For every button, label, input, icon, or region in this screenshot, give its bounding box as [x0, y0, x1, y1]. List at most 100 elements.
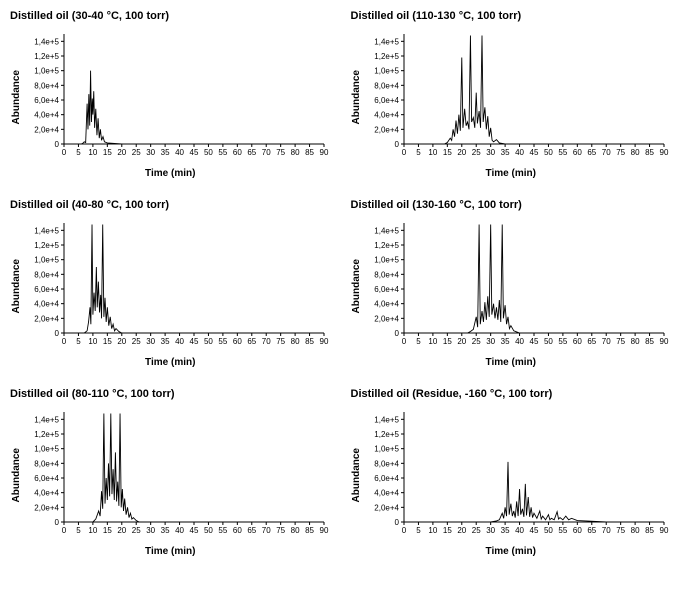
chart-row: Abundance0510152025303540455055606570758… — [351, 217, 670, 355]
svg-text:4,0e+4: 4,0e+4 — [34, 111, 59, 120]
svg-text:0: 0 — [395, 518, 400, 527]
svg-text:20: 20 — [117, 337, 126, 346]
svg-text:4,0e+4: 4,0e+4 — [34, 489, 59, 498]
svg-text:75: 75 — [276, 337, 285, 346]
svg-text:60: 60 — [233, 337, 242, 346]
svg-text:35: 35 — [160, 148, 169, 157]
svg-text:0: 0 — [402, 337, 407, 346]
svg-text:2,0e+4: 2,0e+4 — [34, 314, 59, 323]
chart-row: Abundance0510152025303540455055606570758… — [351, 406, 670, 544]
svg-text:20: 20 — [458, 526, 467, 535]
panel-title: Distilled oil (110-130 °C, 100 torr) — [351, 10, 672, 22]
svg-text:65: 65 — [247, 526, 256, 535]
panel-title: Distilled oil (130-160 °C, 100 torr) — [351, 199, 672, 211]
svg-text:90: 90 — [319, 526, 328, 535]
chromatogram-chart: 05101520253035404550556065707580859002,0… — [364, 217, 670, 355]
svg-text:5: 5 — [76, 148, 81, 157]
svg-text:45: 45 — [189, 148, 198, 157]
panel-2: Distilled oil (40-80 °C, 100 torr)Abunda… — [10, 199, 331, 368]
svg-text:90: 90 — [660, 148, 669, 157]
y-axis-label: Abundance — [11, 70, 22, 124]
svg-text:1,2e+5: 1,2e+5 — [34, 430, 59, 439]
svg-text:45: 45 — [189, 526, 198, 535]
svg-text:70: 70 — [262, 337, 271, 346]
svg-text:1,0e+5: 1,0e+5 — [34, 67, 59, 76]
svg-text:85: 85 — [305, 526, 314, 535]
svg-text:90: 90 — [660, 526, 669, 535]
svg-text:45: 45 — [189, 337, 198, 346]
svg-text:65: 65 — [588, 148, 597, 157]
chromatogram-grid: Distilled oil (30-40 °C, 100 torr) Abunda… — [10, 10, 671, 557]
svg-text:80: 80 — [631, 526, 640, 535]
svg-text:30: 30 — [486, 148, 495, 157]
svg-text:55: 55 — [218, 337, 227, 346]
panel-title: Distilled oil (30-40 °C, 100 torr) — [10, 10, 331, 22]
svg-text:1,4e+5: 1,4e+5 — [375, 37, 400, 46]
svg-text:6,0e+4: 6,0e+4 — [375, 285, 400, 294]
svg-text:1,4e+5: 1,4e+5 — [375, 415, 400, 424]
svg-text:55: 55 — [559, 148, 568, 157]
x-axis-label: Time (min) — [486, 546, 536, 557]
svg-text:25: 25 — [132, 148, 141, 157]
svg-text:1,0e+5: 1,0e+5 — [375, 445, 400, 454]
svg-text:10: 10 — [429, 526, 438, 535]
svg-text:55: 55 — [559, 526, 568, 535]
svg-text:2,0e+4: 2,0e+4 — [34, 125, 59, 134]
svg-text:70: 70 — [602, 337, 611, 346]
svg-text:4,0e+4: 4,0e+4 — [34, 300, 59, 309]
svg-text:30: 30 — [146, 148, 155, 157]
svg-text:50: 50 — [544, 337, 553, 346]
svg-text:85: 85 — [645, 148, 654, 157]
svg-text:8,0e+4: 8,0e+4 — [375, 459, 400, 468]
svg-text:1,4e+5: 1,4e+5 — [34, 37, 59, 46]
svg-text:65: 65 — [247, 148, 256, 157]
y-axis-label: Abundance — [11, 259, 22, 313]
svg-text:5: 5 — [416, 337, 421, 346]
svg-text:20: 20 — [458, 337, 467, 346]
svg-text:25: 25 — [472, 526, 481, 535]
svg-text:25: 25 — [472, 337, 481, 346]
svg-text:75: 75 — [616, 337, 625, 346]
svg-text:50: 50 — [204, 526, 213, 535]
svg-text:20: 20 — [117, 148, 126, 157]
svg-text:35: 35 — [501, 337, 510, 346]
chart-row: Abundance0510152025303540455055606570758… — [11, 406, 330, 544]
svg-text:15: 15 — [443, 337, 452, 346]
svg-text:2,0e+4: 2,0e+4 — [375, 125, 400, 134]
svg-text:70: 70 — [262, 526, 271, 535]
svg-text:60: 60 — [573, 337, 582, 346]
svg-text:1,0e+5: 1,0e+5 — [375, 67, 400, 76]
svg-text:60: 60 — [573, 148, 582, 157]
chart-row: Abundance0510152025303540455055606570758… — [11, 28, 330, 166]
svg-text:85: 85 — [305, 148, 314, 157]
svg-text:55: 55 — [559, 337, 568, 346]
chart-wrap: Abundance0510152025303540455055606570758… — [10, 217, 331, 368]
x-axis-label: Time (min) — [486, 357, 536, 368]
chromatogram-chart: 05101520253035404550556065707580859002,0… — [24, 406, 330, 544]
svg-text:70: 70 — [602, 148, 611, 157]
chart-wrap: Abundance0510152025303540455055606570758… — [351, 28, 672, 179]
svg-text:85: 85 — [305, 337, 314, 346]
svg-text:45: 45 — [530, 148, 539, 157]
svg-text:25: 25 — [472, 148, 481, 157]
svg-text:40: 40 — [515, 148, 524, 157]
svg-text:1,2e+5: 1,2e+5 — [375, 52, 400, 61]
chart-row: Abundance0510152025303540455055606570758… — [11, 217, 330, 355]
svg-text:40: 40 — [515, 526, 524, 535]
svg-text:0: 0 — [62, 526, 67, 535]
svg-text:0: 0 — [54, 518, 59, 527]
chromatogram-trace — [404, 462, 664, 522]
svg-text:0: 0 — [54, 329, 59, 338]
svg-text:1,2e+5: 1,2e+5 — [34, 241, 59, 250]
svg-text:50: 50 — [544, 526, 553, 535]
panel-title: Distilled oil (Residue, -160 °C, 100 tor… — [351, 388, 672, 400]
panel-5: Distilled oil (Residue, -160 °C, 100 tor… — [351, 388, 672, 557]
svg-text:2,0e+4: 2,0e+4 — [375, 314, 400, 323]
svg-text:35: 35 — [160, 337, 169, 346]
chromatogram-chart: 05101520253035404550556065707580859002,0… — [364, 406, 670, 544]
y-axis-label: Abundance — [11, 448, 22, 502]
svg-text:30: 30 — [146, 337, 155, 346]
svg-text:40: 40 — [175, 148, 184, 157]
svg-text:1,0e+5: 1,0e+5 — [34, 445, 59, 454]
svg-text:0: 0 — [62, 148, 67, 157]
